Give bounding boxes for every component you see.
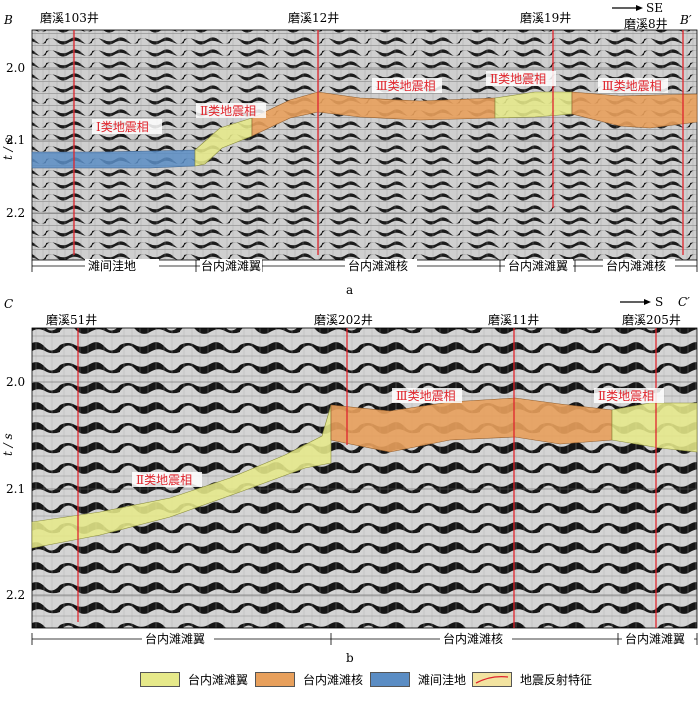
panel-a: B B′ SE 磨溪103井 磨溪12井 磨溪19井 磨溪8井 Ⅰ类地震相 Ⅱ类… <box>1 1 698 297</box>
zone-label: 台内滩滩核 <box>348 258 408 273</box>
facies-label: Ⅲ类地震相 <box>602 79 662 93</box>
legend-item: 台内滩滩核 <box>255 670 363 688</box>
facies-zone-beach-wing <box>194 117 253 167</box>
direction-label-b: S <box>655 295 663 309</box>
y-tick-label: 2.2 <box>6 588 25 602</box>
y-tick-label: 2.0 <box>6 375 25 389</box>
zone-label: 台内滩滩翼 <box>508 258 568 273</box>
legend-item: 滩间洼地 <box>370 670 466 688</box>
facies-label-bg <box>594 388 664 403</box>
seismic-section-a <box>31 29 698 261</box>
facies-label: Ⅱ类地震相 <box>200 104 256 118</box>
y-tick-label: 2.1 <box>6 133 25 147</box>
legend-swatch <box>255 671 295 687</box>
legend-label: 台内滩滩核 <box>303 672 364 687</box>
facies-label-bg <box>372 78 442 93</box>
legend: 台内滩滩翼 台内滩滩核 滩间洼地 地震反射特征 <box>0 668 700 692</box>
seismic-section-b <box>31 327 698 629</box>
legend-label: 滩间洼地 <box>418 672 467 687</box>
facies-label-bg <box>196 103 266 118</box>
well-label: 磨溪103井 <box>40 11 99 25</box>
well-label: 磨溪205井 <box>622 313 681 327</box>
well-label: 磨溪19井 <box>520 11 571 25</box>
reflection-feature-icon <box>472 671 512 687</box>
well-label: 磨溪8井 <box>624 17 668 31</box>
well-label: 磨溪12井 <box>288 11 339 25</box>
facies-label: Ⅲ类地震相 <box>376 79 436 93</box>
facies-label-bg <box>92 119 162 134</box>
zone-label: 滩间洼地 <box>88 259 136 273</box>
legend-item: 地震反射特征 <box>472 670 592 688</box>
corner-label-left-a: B <box>3 13 13 27</box>
direction-arrow-b: S <box>620 295 663 309</box>
facies-label: Ⅱ类地震相 <box>136 473 192 487</box>
facies-label: Ⅰ类地震相 <box>96 120 149 134</box>
zone-bar-a: 滩间洼地 台内滩滩翼 台内滩滩核 台内滩滩翼 台内滩滩核 <box>31 258 698 273</box>
legend-swatch <box>140 671 180 687</box>
panel-caption-b: b <box>346 651 354 665</box>
facies-label-bg <box>132 472 202 487</box>
zone-label: 台内滩滩翼 <box>145 631 205 646</box>
facies-zone-beach-depression <box>31 149 196 169</box>
well-label: 磨溪202井 <box>314 313 373 327</box>
well-label: 磨溪51井 <box>46 313 97 327</box>
corner-label-right-a: B′ <box>679 13 692 27</box>
zone-label: 台内滩滩核 <box>443 631 503 646</box>
zone-label: 台内滩滩翼 <box>201 258 261 273</box>
direction-label-a: SE <box>646 1 663 15</box>
facies-label-bg <box>392 388 462 403</box>
well-label: 磨溪11井 <box>488 313 539 327</box>
facies-label-bg <box>486 71 556 86</box>
panel-b: C C′ S 磨溪51井 磨溪202井 磨溪11井 磨溪205井 Ⅱ类地震相 Ⅲ… <box>1 295 698 665</box>
y-tick-label: 2.0 <box>6 61 25 75</box>
facies-label-bg <box>598 78 668 93</box>
arrow-head-icon <box>644 299 651 305</box>
corner-label-right-b: C′ <box>678 295 690 309</box>
facies-label: Ⅱ类地震相 <box>598 389 654 403</box>
legend-swatch <box>370 671 410 687</box>
corner-label-left-b: C <box>4 297 13 311</box>
zone-label: 台内滩滩翼 <box>625 631 685 646</box>
arrow-head-icon <box>636 5 643 11</box>
legend-label: 地震反射特征 <box>520 672 593 687</box>
zone-label: 台内滩滩核 <box>606 258 666 273</box>
y-tick-label: 2.1 <box>6 482 25 496</box>
y-tick-label: 2.2 <box>6 206 25 220</box>
zone-bar-b: 台内滩滩翼 台内滩滩核 台内滩滩翼 <box>31 631 698 646</box>
facies-zone-beach-core <box>571 91 698 129</box>
direction-arrow-a: SE <box>612 1 663 15</box>
facies-label: Ⅱ类地震相 <box>490 72 546 86</box>
legend-label: 台内滩滩翼 <box>188 672 249 687</box>
y-axis-label-a: t / s <box>1 137 15 160</box>
y-axis-label-b: t / s <box>1 433 15 456</box>
legend-item: 台内滩滩翼 <box>140 670 248 688</box>
panel-caption-a: a <box>346 283 353 297</box>
facies-label: Ⅲ类地震相 <box>396 389 456 403</box>
